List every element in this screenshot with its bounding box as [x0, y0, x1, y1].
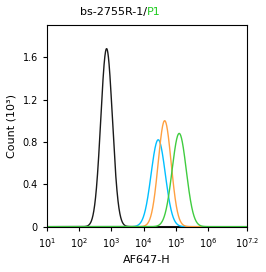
X-axis label: AF647-H: AF647-H	[123, 255, 171, 265]
Text: P1: P1	[147, 7, 161, 17]
Text: bs-2755R-1/: bs-2755R-1/	[80, 7, 147, 17]
Y-axis label: Count (10³): Count (10³)	[7, 94, 17, 158]
